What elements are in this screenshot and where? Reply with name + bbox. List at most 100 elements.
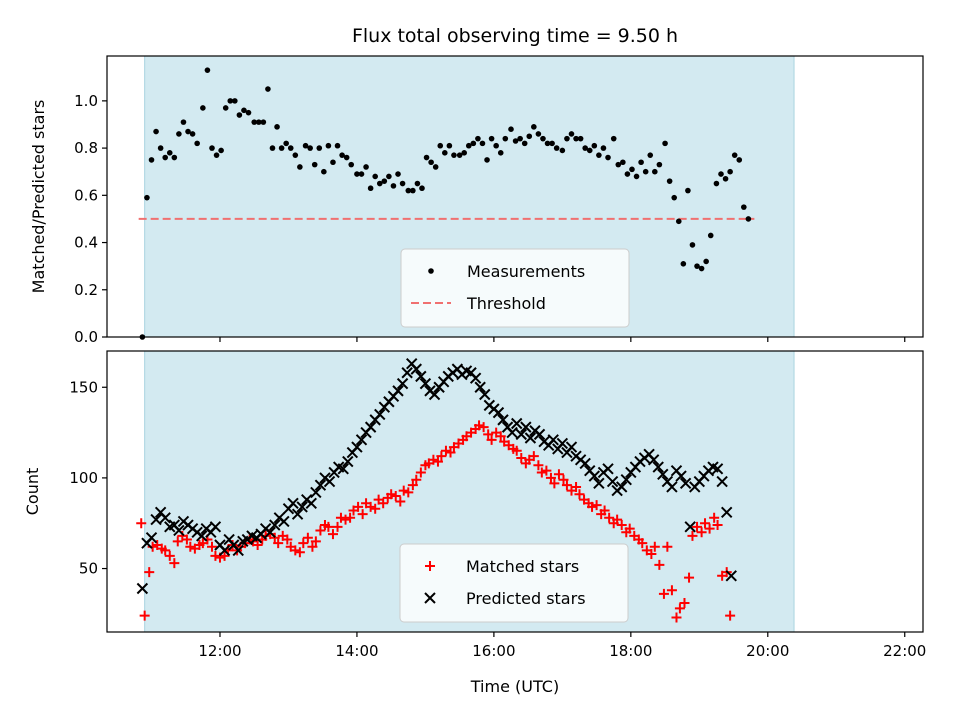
predicted-star-point [565, 441, 578, 453]
measurement-point [367, 185, 374, 192]
x-tick-label: 18:00 [609, 642, 652, 660]
predicted-star-point [310, 486, 322, 499]
matched-star-point [553, 469, 564, 480]
predicted-star-point [720, 506, 733, 519]
predicted-star-point [145, 532, 158, 544]
predicted-star-point [323, 475, 336, 488]
predicted-star-point [419, 377, 432, 390]
measurement-point [180, 119, 187, 125]
predicted-star-point [401, 367, 413, 379]
measurement-point [526, 133, 533, 140]
predicted-star-point [606, 475, 619, 488]
matched-star-point [440, 445, 451, 456]
matched-star-point [674, 603, 685, 614]
measurement-point [241, 107, 247, 114]
predicted-star-point [515, 428, 527, 441]
predicted-star-point [469, 372, 482, 384]
matched-star-point [335, 512, 346, 523]
matched-star-point [624, 523, 635, 534]
measurement-point [395, 171, 401, 177]
measurement-point [600, 145, 607, 151]
predicted-star-point [479, 388, 491, 401]
matched-star-point [658, 588, 669, 599]
matched-star-point [370, 503, 381, 514]
x-tick-label: 16:00 [472, 642, 515, 660]
matched-star-point [315, 525, 326, 536]
matched-star-point [210, 550, 221, 561]
measurement-point [564, 135, 570, 142]
measurement-point [497, 150, 504, 156]
measurement-point [236, 112, 243, 118]
matched-star-point [219, 550, 230, 561]
predicted-star-point [337, 463, 349, 475]
measurement-point [629, 166, 635, 173]
measurement-point [745, 216, 752, 222]
y-tick-label: 0.6 [74, 186, 98, 204]
predicted-star-point [716, 475, 728, 488]
x-tick-label: 14:00 [335, 642, 378, 660]
matched-star-point [483, 429, 494, 440]
predicted-star-point [150, 513, 162, 526]
predicted-star-point [520, 421, 532, 433]
measurement-point [484, 157, 490, 163]
y-tick-label: 50 [79, 560, 98, 578]
measurement-point [559, 147, 566, 154]
measurement-point [348, 161, 355, 168]
legend-box [400, 248, 630, 328]
x-tick-label: 12:00 [198, 642, 241, 660]
matched-star-point [395, 496, 406, 507]
matched-star-point [282, 534, 293, 545]
predicted-star-point [474, 381, 486, 393]
measurement-point [638, 159, 644, 166]
matched-star-point [403, 487, 414, 498]
matched-star-point [365, 501, 376, 512]
measurement-point [540, 135, 546, 142]
matched-star-point [139, 610, 150, 621]
measurement-point [666, 178, 673, 184]
measurement-point [685, 187, 691, 194]
legend-marker [428, 268, 434, 274]
measurement-point [251, 119, 258, 125]
measurement-point [553, 145, 560, 151]
predicted-star-point [173, 524, 185, 537]
measurement-point [451, 152, 457, 158]
predicted-star-point [342, 455, 354, 468]
matched-star-point [269, 532, 280, 543]
matched-star-point [536, 467, 547, 478]
measurement-point [278, 145, 285, 151]
predicted-star-point [657, 468, 669, 480]
predicted-star-point [355, 434, 368, 446]
matched-star-point [561, 480, 572, 491]
measurement-point [311, 161, 318, 168]
axes-frame [106, 350, 924, 633]
matched-star-point [307, 541, 318, 552]
matched-star-point [486, 434, 497, 445]
matched-star-point [390, 491, 401, 502]
predicted-star-point [511, 417, 523, 430]
measurement-point [698, 265, 705, 272]
measurement-point [321, 168, 327, 175]
matched-star-point [378, 498, 389, 509]
predicted-star-point [492, 406, 505, 419]
matched-star-point [415, 467, 426, 478]
measurement-point [656, 161, 663, 168]
matched-star-point [712, 520, 723, 531]
measurement-point [316, 145, 323, 151]
measurement-point [736, 157, 743, 163]
matched-star-point [357, 509, 368, 520]
predicted-star-point [547, 434, 559, 446]
predicted-star-point [305, 497, 317, 509]
matched-star-point [704, 523, 715, 534]
x-tick-label: 22:00 [883, 642, 926, 660]
measurement-point [512, 138, 519, 144]
predicted-star-point [314, 479, 327, 491]
x-axis-title: Time (UTC) [470, 677, 559, 696]
predicted-star-point [351, 441, 363, 453]
y-axis-title: Matched/Predicted stars [29, 100, 48, 294]
measurement-point [232, 98, 238, 104]
measurement-point [727, 168, 733, 175]
matched-star-point [302, 532, 313, 543]
predicted-star-point [428, 388, 441, 401]
measurement-point [741, 204, 747, 210]
predicted-star-point [136, 582, 149, 595]
